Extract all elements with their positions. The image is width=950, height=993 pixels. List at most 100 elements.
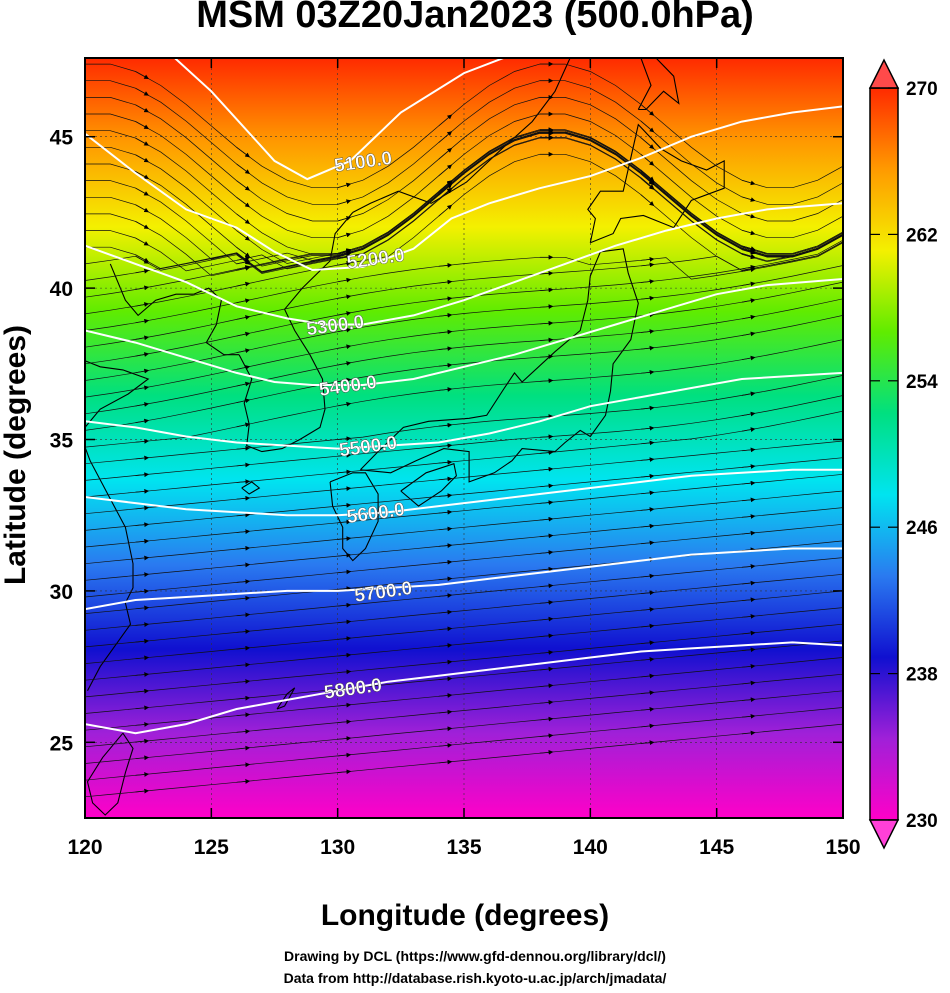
grid-layer (85, 58, 843, 818)
wind-arrow (236, 679, 251, 684)
colorbar-min-triangle (868, 819, 900, 850)
wind-arrow (741, 391, 756, 397)
wind-arrow (236, 512, 251, 518)
wind-arrow (135, 522, 150, 528)
coastline-nw-coast (193, 287, 240, 356)
streamline (85, 97, 843, 222)
wind-arrow (842, 657, 843, 658)
wind-arrow (438, 312, 453, 318)
wind-arrow (842, 540, 843, 541)
wind-arrow (337, 586, 352, 591)
streamline (85, 395, 843, 481)
streamline (85, 136, 843, 274)
wind-arrow (337, 344, 352, 350)
wind-arrow (337, 602, 352, 608)
wind-arrow (640, 690, 655, 696)
wind-arrow (438, 443, 453, 449)
wind-arrow (135, 171, 150, 179)
wind-arrow (539, 434, 554, 440)
wind-arrow (640, 640, 655, 646)
colorbar-scale (869, 87, 899, 821)
x-tick-label: 130 (320, 836, 355, 859)
coastline-liaodong (109, 263, 194, 317)
streamline (85, 723, 843, 798)
streamline (85, 153, 843, 315)
wind-arrow (842, 232, 843, 233)
wind-arrow (135, 204, 150, 213)
wind-arrow (135, 488, 150, 494)
wind-arrow (135, 655, 150, 661)
streamline (85, 63, 843, 189)
wind-arrow (236, 381, 251, 387)
height-contour-5800 (85, 641, 843, 735)
coastline-layer (85, 58, 725, 816)
wind-arrow (236, 315, 251, 320)
x-tick-label: 150 (825, 836, 860, 859)
colorbar: 230 238 246 254 262 270 (868, 58, 938, 850)
wind-arrow (539, 616, 554, 622)
wind-arrow (337, 569, 352, 575)
wind-arrow (842, 235, 843, 236)
wind-arrow (236, 147, 251, 158)
wind-arrow (236, 762, 251, 768)
wind-arrow (640, 623, 655, 629)
wind-arrow (539, 716, 554, 722)
credit-data: Data from http://database.rish.kyoto-u.a… (283, 970, 667, 986)
wind-arrow (842, 215, 843, 217)
wind-arrow (438, 181, 453, 193)
wind-arrow (337, 486, 352, 492)
wind-arrow (539, 550, 554, 555)
wind-arrow (236, 479, 251, 485)
streamline (85, 131, 843, 267)
wind-arrow (741, 298, 756, 303)
wind-arrow (236, 266, 251, 271)
wind-arrow (438, 296, 453, 302)
wind-arrow (842, 234, 843, 235)
wind-arrow (539, 650, 554, 655)
streamline (85, 281, 843, 398)
coastline-honshu (360, 248, 639, 483)
wind-arrow (539, 683, 554, 689)
wind-arrow (135, 335, 150, 341)
wind-arrow (539, 320, 554, 326)
wind-arrow (337, 536, 352, 541)
wind-arrow (842, 590, 843, 591)
streamline (85, 132, 843, 273)
wind-arrow (539, 633, 554, 639)
wind-arrow (236, 779, 251, 784)
streamline (85, 690, 843, 764)
wind-arrow (135, 302, 150, 307)
wind-arrow (135, 237, 150, 246)
wind-arrow (539, 466, 554, 472)
wind-arrow (842, 623, 843, 625)
wind-arrow (539, 304, 554, 310)
wind-arrow (438, 188, 453, 201)
wind-arrow (337, 182, 352, 189)
wind-arrow (842, 241, 843, 242)
wind-arrow (438, 509, 453, 515)
wind-arrow (236, 213, 251, 224)
wind-arrow (741, 196, 756, 202)
wind-arrow (640, 120, 655, 133)
wind-arrow (842, 473, 843, 475)
wind-arrow (337, 311, 352, 316)
colorbar-tick-label: 230 (906, 811, 938, 832)
wind-arrow (539, 378, 554, 384)
streamline (85, 129, 843, 264)
wind-arrow (640, 457, 655, 462)
wind-arrow (236, 529, 251, 535)
coastline-taiwan (86, 732, 134, 816)
wind-arrow (640, 405, 655, 411)
wind-arrow (236, 645, 251, 651)
wind-arrow (337, 769, 352, 775)
wind-arrow (337, 377, 352, 383)
wind-arrow (741, 427, 756, 432)
wind-arrow (337, 216, 352, 222)
wind-arrow (842, 557, 843, 558)
wind-arrow (135, 638, 150, 644)
streamline (85, 573, 843, 648)
wind-arrow (337, 401, 352, 407)
wind-arrow (438, 387, 453, 392)
wind-arrow (236, 612, 251, 618)
wind-arrow (135, 755, 150, 761)
